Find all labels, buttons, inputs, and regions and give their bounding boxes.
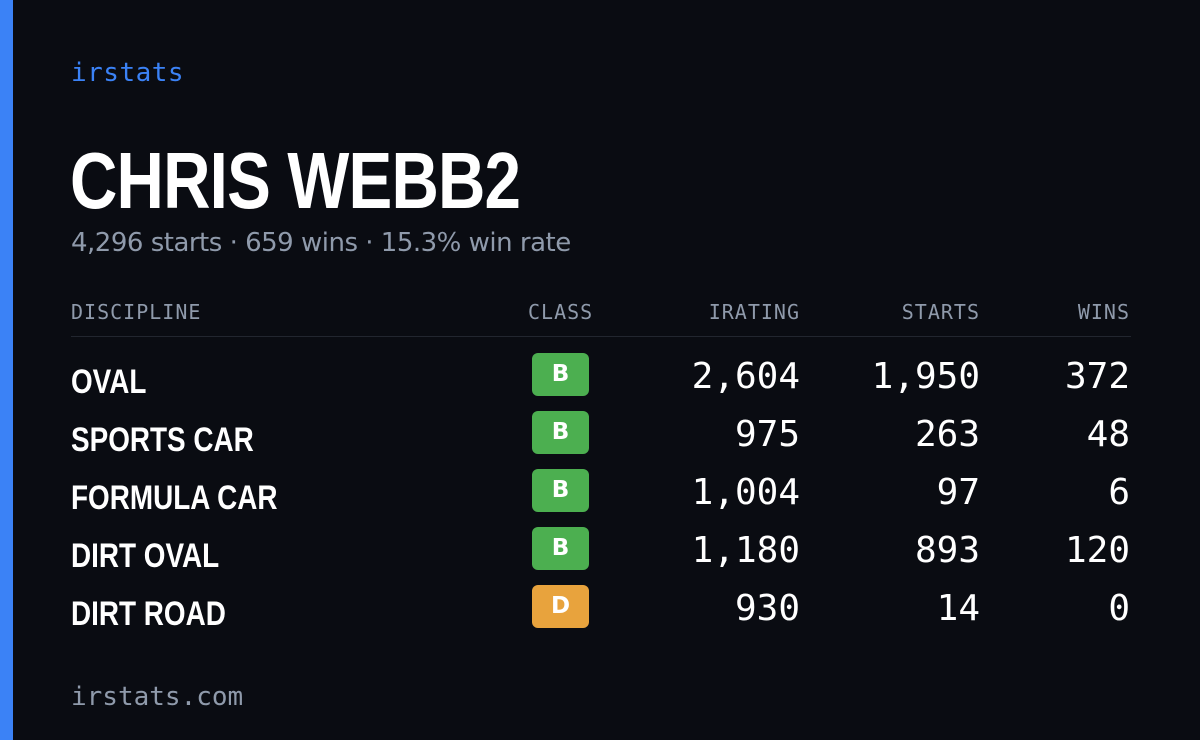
class-badge: D bbox=[532, 585, 589, 628]
brand-logo: irstats bbox=[71, 58, 185, 88]
driver-summary: 4,296 starts · 659 wins · 15.3% win rate bbox=[71, 228, 571, 258]
irating-value: 1,004 bbox=[691, 472, 800, 513]
class-badge: B bbox=[532, 411, 589, 454]
discipline-name: OVAL bbox=[71, 363, 147, 401]
starts-value: 14 bbox=[936, 588, 980, 629]
starts-value: 97 bbox=[936, 472, 980, 513]
accent-bar bbox=[0, 0, 13, 740]
starts-value: 893 bbox=[914, 530, 980, 571]
table-header: DISCIPLINE CLASS IRATING STARTS WINS bbox=[71, 298, 1131, 337]
stats-table: DISCIPLINE CLASS IRATING STARTS WINS OVA… bbox=[71, 298, 1131, 643]
irating-value: 930 bbox=[734, 588, 800, 629]
header-wins: WINS bbox=[1077, 300, 1130, 324]
starts-value: 263 bbox=[914, 414, 980, 455]
table-row: DIRT ROAD D 930 14 0 bbox=[71, 585, 1131, 643]
footer-url: irstats.com bbox=[71, 682, 244, 712]
table-row: OVAL B 2,604 1,950 372 bbox=[71, 353, 1131, 411]
header-class: CLASS bbox=[528, 300, 594, 324]
discipline-name: DIRT ROAD bbox=[71, 595, 226, 633]
irating-value: 975 bbox=[734, 414, 800, 455]
irating-value: 2,604 bbox=[691, 356, 800, 397]
wins-value: 0 bbox=[1108, 588, 1130, 629]
class-badge: B bbox=[532, 469, 589, 512]
wins-value: 372 bbox=[1064, 356, 1130, 397]
irating-value: 1,180 bbox=[691, 530, 800, 571]
table-body: OVAL B 2,604 1,950 372 SPORTS CAR B 975 … bbox=[71, 353, 1131, 643]
class-badge: B bbox=[532, 353, 589, 396]
header-discipline: DISCIPLINE bbox=[71, 300, 202, 324]
header-starts: STARTS bbox=[901, 300, 980, 324]
wins-value: 48 bbox=[1086, 414, 1130, 455]
header-irating: IRATING bbox=[708, 300, 800, 324]
discipline-name: SPORTS CAR bbox=[71, 421, 254, 459]
wins-value: 120 bbox=[1064, 530, 1130, 571]
table-row: SPORTS CAR B 975 263 48 bbox=[71, 411, 1131, 469]
starts-value: 1,950 bbox=[871, 356, 980, 397]
discipline-name: DIRT OVAL bbox=[71, 537, 220, 575]
class-badge: B bbox=[532, 527, 589, 570]
wins-value: 6 bbox=[1108, 472, 1130, 513]
table-row: FORMULA CAR B 1,004 97 6 bbox=[71, 469, 1131, 527]
table-row: DIRT OVAL B 1,180 893 120 bbox=[71, 527, 1131, 585]
driver-name: CHRIS WEBB2 bbox=[70, 136, 521, 225]
discipline-name: FORMULA CAR bbox=[71, 479, 278, 517]
